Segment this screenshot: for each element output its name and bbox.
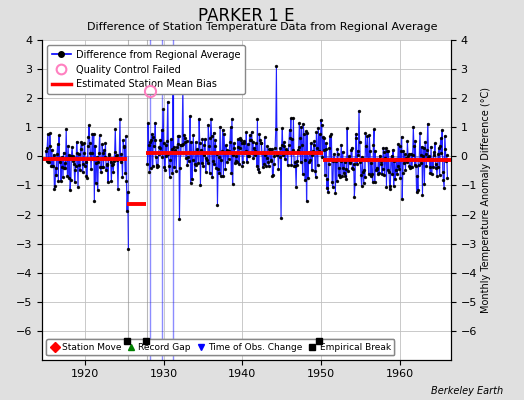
Text: Difference of Station Temperature Data from Regional Average: Difference of Station Temperature Data f… <box>87 22 437 32</box>
Title: PARKER 1 E: PARKER 1 E <box>198 6 294 24</box>
Legend: Station Move, Record Gap, Time of Obs. Change, Empirical Break: Station Move, Record Gap, Time of Obs. C… <box>47 339 395 356</box>
Text: Berkeley Earth: Berkeley Earth <box>431 386 503 396</box>
Y-axis label: Monthly Temperature Anomaly Difference (°C): Monthly Temperature Anomaly Difference (… <box>481 87 491 313</box>
